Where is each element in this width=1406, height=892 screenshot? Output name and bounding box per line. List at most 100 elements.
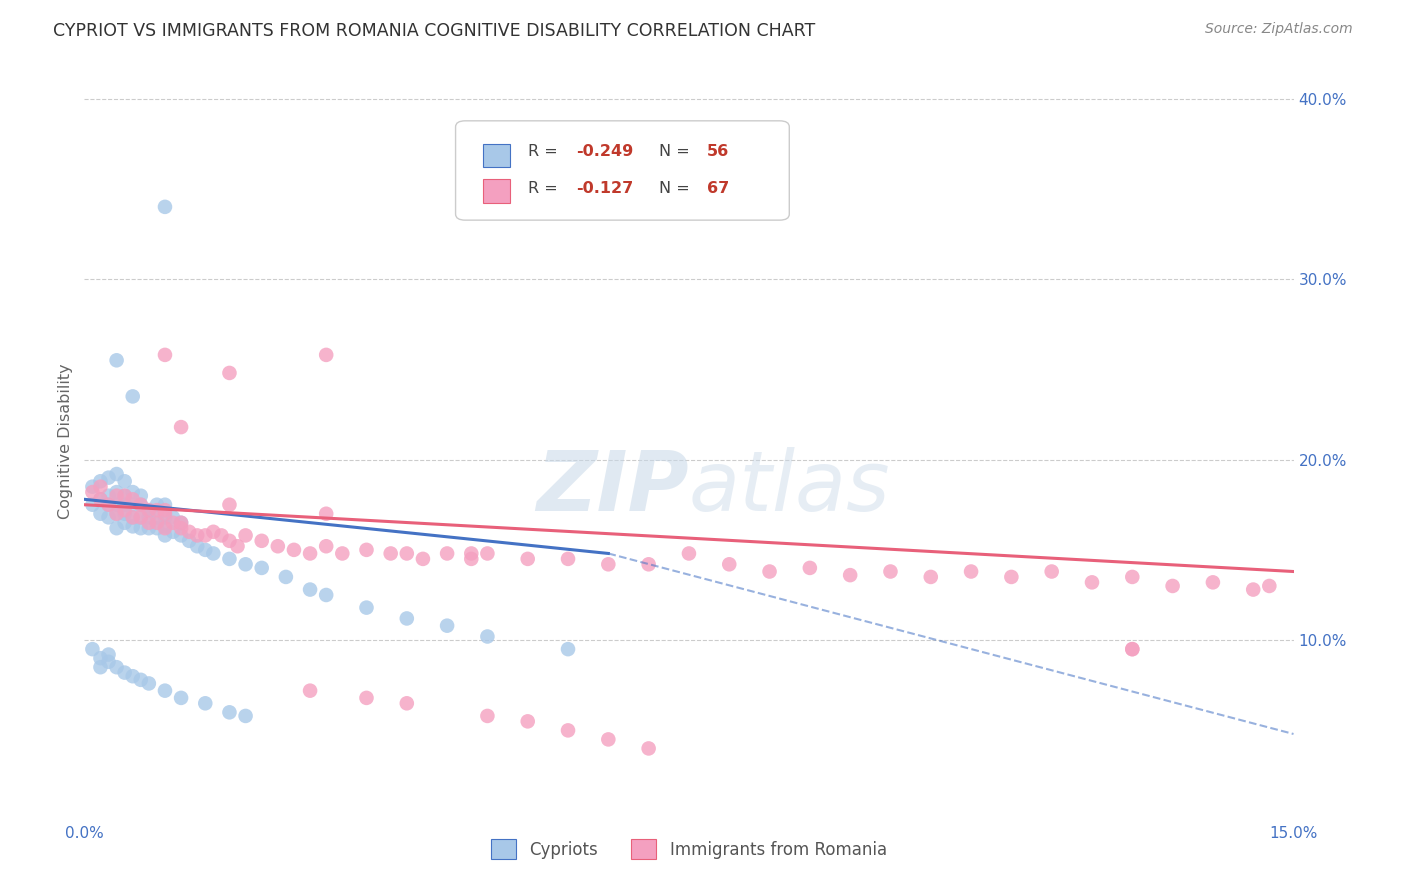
- Point: [460, 552, 482, 566]
- Point: [1202, 575, 1225, 590]
- Point: [105, 660, 128, 674]
- Point: [121, 519, 143, 533]
- Point: [114, 489, 136, 503]
- Point: [218, 552, 240, 566]
- Point: [330, 546, 353, 560]
- Point: [250, 533, 273, 548]
- Point: [146, 516, 169, 530]
- Point: [226, 539, 249, 553]
- Point: [153, 521, 176, 535]
- Text: N =: N =: [659, 145, 695, 160]
- Point: [153, 519, 176, 533]
- Point: [105, 485, 128, 500]
- Point: [380, 546, 402, 560]
- Point: [170, 690, 193, 705]
- Point: [153, 528, 176, 542]
- Point: [146, 498, 169, 512]
- Point: [162, 510, 184, 524]
- Point: [1040, 565, 1063, 579]
- Point: [121, 389, 143, 403]
- Point: [153, 510, 176, 524]
- Point: [129, 489, 152, 503]
- Point: [138, 503, 160, 517]
- Point: [356, 690, 378, 705]
- Point: [97, 498, 120, 512]
- Point: [105, 498, 128, 512]
- Point: [557, 723, 579, 738]
- Point: [718, 558, 741, 572]
- Legend: Cypriots, Immigrants from Romania: Cypriots, Immigrants from Romania: [484, 833, 894, 865]
- Point: [1121, 642, 1143, 657]
- Text: R =: R =: [529, 181, 562, 195]
- Text: 56: 56: [707, 145, 730, 160]
- Point: [299, 683, 322, 698]
- Point: [105, 521, 128, 535]
- Point: [283, 542, 305, 557]
- Point: [97, 470, 120, 484]
- Point: [114, 665, 136, 680]
- Point: [129, 498, 152, 512]
- Point: [477, 630, 499, 644]
- Point: [412, 552, 434, 566]
- Point: [129, 510, 152, 524]
- Point: [186, 539, 208, 553]
- Point: [395, 696, 418, 710]
- Point: [146, 510, 169, 524]
- Point: [598, 558, 620, 572]
- Point: [516, 714, 538, 729]
- Point: [1258, 579, 1281, 593]
- Point: [315, 348, 337, 362]
- Point: [598, 732, 620, 747]
- Point: [121, 669, 143, 683]
- Point: [153, 683, 176, 698]
- Point: [153, 200, 176, 214]
- Point: [146, 521, 169, 535]
- Point: [356, 600, 378, 615]
- Point: [516, 552, 538, 566]
- Point: [315, 507, 337, 521]
- Point: [105, 467, 128, 481]
- Point: [89, 475, 111, 489]
- Point: [960, 565, 983, 579]
- Point: [1121, 642, 1143, 657]
- Point: [194, 696, 217, 710]
- Text: ZIP: ZIP: [536, 447, 689, 527]
- Point: [138, 676, 160, 690]
- Point: [153, 498, 176, 512]
- Point: [97, 655, 120, 669]
- Point: [218, 498, 240, 512]
- Point: [218, 366, 240, 380]
- Point: [114, 516, 136, 530]
- Point: [218, 706, 240, 720]
- Point: [89, 507, 111, 521]
- Point: [202, 524, 225, 539]
- Point: [82, 498, 104, 512]
- Point: [138, 510, 160, 524]
- Point: [209, 528, 232, 542]
- Point: [179, 533, 201, 548]
- Point: [170, 521, 193, 535]
- Point: [105, 353, 128, 368]
- Point: [138, 521, 160, 535]
- Point: [557, 642, 579, 657]
- Text: Source: ZipAtlas.com: Source: ZipAtlas.com: [1205, 22, 1353, 37]
- Y-axis label: Cognitive Disability: Cognitive Disability: [58, 364, 73, 519]
- Point: [299, 582, 322, 597]
- Point: [356, 542, 378, 557]
- Point: [395, 611, 418, 625]
- Point: [129, 510, 152, 524]
- Point: [477, 709, 499, 723]
- Text: atlas: atlas: [689, 447, 890, 527]
- Point: [114, 475, 136, 489]
- Point: [89, 492, 111, 507]
- Point: [235, 558, 257, 572]
- Point: [121, 492, 143, 507]
- Point: [82, 480, 104, 494]
- Point: [121, 498, 143, 512]
- Point: [315, 539, 337, 553]
- Point: [1121, 570, 1143, 584]
- Point: [105, 489, 128, 503]
- Point: [170, 420, 193, 434]
- Point: [97, 498, 120, 512]
- Point: [267, 539, 290, 553]
